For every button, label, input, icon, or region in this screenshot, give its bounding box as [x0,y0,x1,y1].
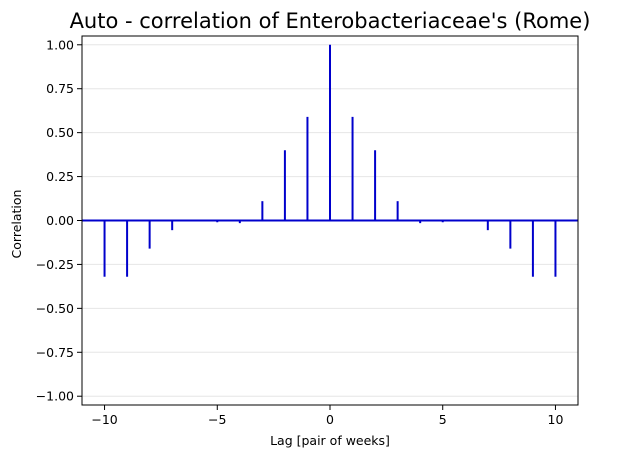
x-axis-label: Lag [pair of weeks] [270,433,390,448]
y-tick-label: 1.00 [46,37,74,52]
y-axis-label: Correlation [9,190,24,259]
y-tick-label: −0.50 [36,301,74,316]
x-tick-label: 5 [439,412,447,427]
y-tick-label: −0.25 [36,257,74,272]
x-tick-label: −5 [208,412,226,427]
y-tick-label: 0.75 [46,81,74,96]
x-tick-label: 0 [326,412,334,427]
y-tick-label: 0.00 [46,213,74,228]
y-tick-label: −0.75 [36,345,74,360]
x-tick-label: −10 [91,412,117,427]
x-axis-ticks: −10 −5 0 5 10 [91,405,563,427]
x-tick-label: 10 [548,412,564,427]
y-tick-label: −1.00 [36,389,74,404]
y-axis-ticks: −1.00 −0.75 −0.50 −0.25 0.00 0.25 0.50 0.75 1.00 [36,37,82,404]
y-tick-label: 0.50 [46,125,74,140]
y-tick-label: 0.25 [46,169,74,184]
chart-title: Auto - correlation of Enterobacteriaceae… [70,9,591,33]
stem-series [103,44,557,277]
